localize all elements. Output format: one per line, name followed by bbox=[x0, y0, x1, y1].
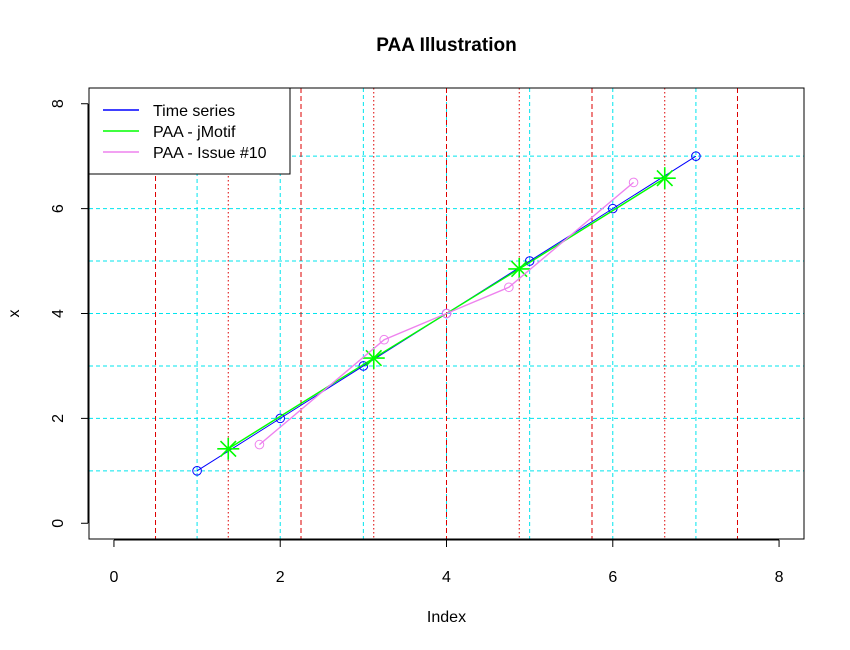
y-tick-label: 6 bbox=[50, 204, 67, 213]
data-point bbox=[358, 361, 369, 371]
x-tick-label: 0 bbox=[109, 569, 118, 586]
plot-frame bbox=[88, 87, 805, 540]
data-point-asterisk bbox=[362, 347, 385, 370]
x-axis-label: Index bbox=[427, 609, 466, 626]
data-point bbox=[254, 439, 265, 450]
y-tick-label: 8 bbox=[50, 99, 67, 108]
chart-title: PAA Illustration bbox=[376, 35, 516, 56]
x-tick-label: 4 bbox=[442, 569, 451, 586]
data-point bbox=[504, 282, 514, 293]
legend: Time series PAA - jMotif PAA - Issue #10 bbox=[88, 87, 291, 175]
series-line bbox=[258, 181, 635, 446]
data-point bbox=[628, 177, 639, 188]
y-tick-label: 0 bbox=[50, 519, 67, 528]
data-point-asterisk bbox=[653, 167, 676, 190]
x-tick-label: 2 bbox=[276, 569, 285, 586]
data-point bbox=[441, 308, 452, 319]
data-point-asterisk bbox=[217, 437, 240, 460]
y-tick-label: 4 bbox=[50, 309, 67, 318]
axes-layer: 0 2 4 6 8 0 2 4 6 8 bbox=[50, 99, 784, 586]
data-point-asterisk bbox=[508, 257, 531, 280]
legend-label: Time series bbox=[153, 103, 235, 120]
series-layer bbox=[192, 151, 701, 476]
data-point bbox=[192, 466, 202, 476]
x-tick-label: 8 bbox=[775, 569, 784, 586]
data-point bbox=[524, 256, 535, 266]
legend-label: PAA - Issue #10 bbox=[153, 145, 267, 162]
data-point bbox=[691, 151, 701, 161]
legend-label: PAA - jMotif bbox=[153, 124, 236, 141]
y-axis-label: x bbox=[6, 310, 23, 318]
y-tick-label: 2 bbox=[50, 414, 67, 423]
series-2 bbox=[254, 177, 639, 450]
data-point bbox=[379, 334, 389, 345]
x-tick-label: 6 bbox=[608, 569, 617, 586]
